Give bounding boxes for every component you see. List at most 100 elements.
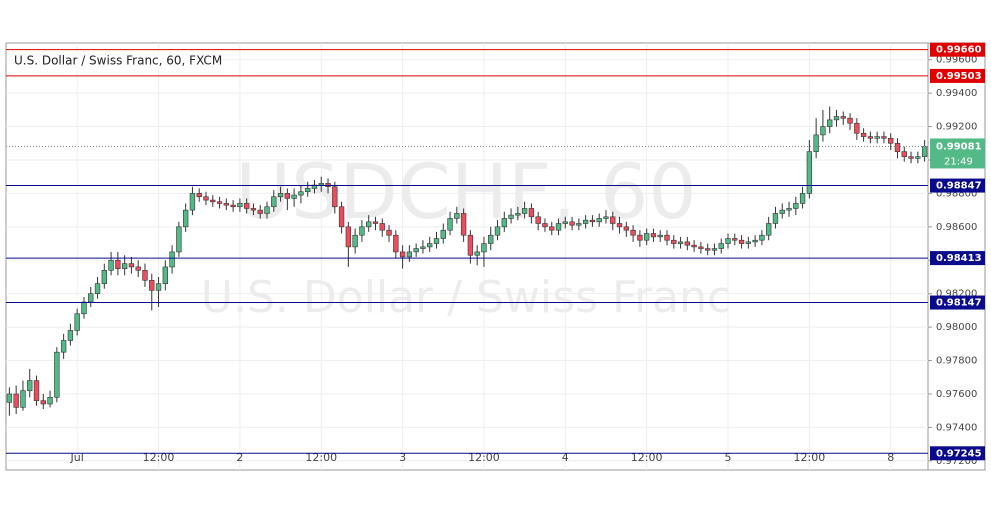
candle-body — [582, 219, 589, 224]
candle-body — [338, 206, 345, 228]
candle-body — [155, 283, 162, 291]
candle-body — [732, 238, 738, 241]
y-tick-label: 0.98600 — [936, 222, 977, 233]
candle-body — [677, 241, 684, 244]
y-tick-label: 0.97200 — [936, 456, 977, 467]
level-label: 0.97245 — [936, 448, 982, 459]
x-tick-label: 2 — [236, 451, 243, 464]
candle-body — [799, 193, 806, 204]
candle-body — [182, 209, 189, 228]
candle-body — [318, 183, 324, 186]
level-label-box — [930, 295, 985, 310]
candle-body — [813, 134, 819, 152]
level-label: 0.98847 — [936, 181, 982, 192]
candle-body — [454, 213, 460, 219]
candle-body — [616, 223, 623, 228]
candle-body — [501, 218, 507, 228]
candle-body — [291, 194, 297, 199]
candle-body — [271, 196, 277, 208]
countdown-label: 21:49 — [944, 156, 973, 167]
candle-body — [623, 226, 629, 231]
candle-body — [806, 151, 813, 194]
candle-body — [176, 226, 182, 253]
candle-body — [481, 243, 487, 253]
candle-body — [332, 186, 338, 208]
candle-body — [888, 137, 894, 144]
candle-body — [759, 234, 765, 241]
candle-body — [264, 206, 270, 214]
candle-body — [223, 203, 230, 206]
candle-body — [298, 191, 304, 196]
candle-body — [20, 390, 26, 408]
candle-body — [101, 269, 107, 284]
candle-body — [833, 116, 840, 121]
candle-body — [528, 208, 535, 218]
candle-body — [399, 251, 406, 258]
candle-body — [786, 208, 792, 211]
candle-body — [793, 203, 799, 209]
candle-body — [874, 136, 880, 139]
level-label: 0.98413 — [936, 253, 982, 264]
candle-body — [420, 246, 426, 249]
candle-body — [460, 213, 467, 236]
candle-body — [366, 221, 372, 228]
candle-body — [311, 184, 318, 189]
x-tick-label: 4 — [562, 451, 569, 464]
candle-body — [894, 142, 901, 152]
candle-body — [508, 214, 514, 219]
candle-body — [433, 238, 440, 244]
candle-body — [305, 188, 311, 193]
candle-body — [718, 243, 724, 249]
candle-body — [698, 246, 704, 249]
candle-body — [637, 234, 643, 241]
candle-body — [467, 234, 474, 256]
current-price-label: 0.99081 — [936, 141, 982, 152]
candle-body — [854, 122, 860, 134]
candle-body — [860, 132, 867, 137]
candle-body — [162, 266, 168, 284]
candle-body — [921, 146, 928, 157]
x-tick-label: 12:00 — [794, 451, 826, 464]
candle-body — [230, 204, 236, 208]
candle-body — [711, 248, 718, 251]
candle-body — [237, 203, 243, 208]
level-label-box — [930, 68, 985, 83]
candle-body — [657, 234, 663, 238]
candle-body — [196, 193, 202, 198]
candle-body — [671, 239, 677, 244]
candle-body — [33, 380, 40, 401]
candle-body — [779, 209, 785, 214]
candle-body — [277, 193, 284, 198]
candle-body — [691, 244, 697, 248]
candle-body — [827, 119, 833, 127]
candle-body — [135, 266, 141, 271]
candle-body — [6, 393, 13, 403]
candle-body — [630, 229, 636, 236]
candle-body — [901, 151, 907, 157]
candle-body — [725, 238, 731, 244]
candle-body — [386, 229, 392, 236]
candle-body — [216, 201, 223, 204]
candle-body — [393, 234, 399, 253]
candle-body — [555, 223, 562, 231]
candle-body — [745, 241, 752, 244]
candle-body — [13, 393, 19, 408]
candle-body — [915, 156, 921, 159]
x-tick-label: 12:00 — [305, 451, 337, 464]
y-tick-label: 0.99600 — [936, 55, 977, 66]
candle-body — [203, 196, 209, 201]
level-label-box — [930, 251, 985, 266]
y-tick-label: 0.97800 — [936, 356, 977, 367]
candle-body — [379, 223, 385, 231]
candle-body — [766, 223, 772, 236]
level-label: 0.99503 — [936, 71, 982, 82]
candle-body — [576, 223, 582, 226]
candle-body — [562, 221, 568, 224]
candle-body — [108, 259, 114, 271]
x-tick-label: 12:00 — [468, 451, 500, 464]
candle-body — [474, 251, 480, 256]
current-price-box — [930, 138, 985, 169]
candle-body — [549, 226, 555, 231]
x-tick-label: Jul — [70, 451, 84, 464]
